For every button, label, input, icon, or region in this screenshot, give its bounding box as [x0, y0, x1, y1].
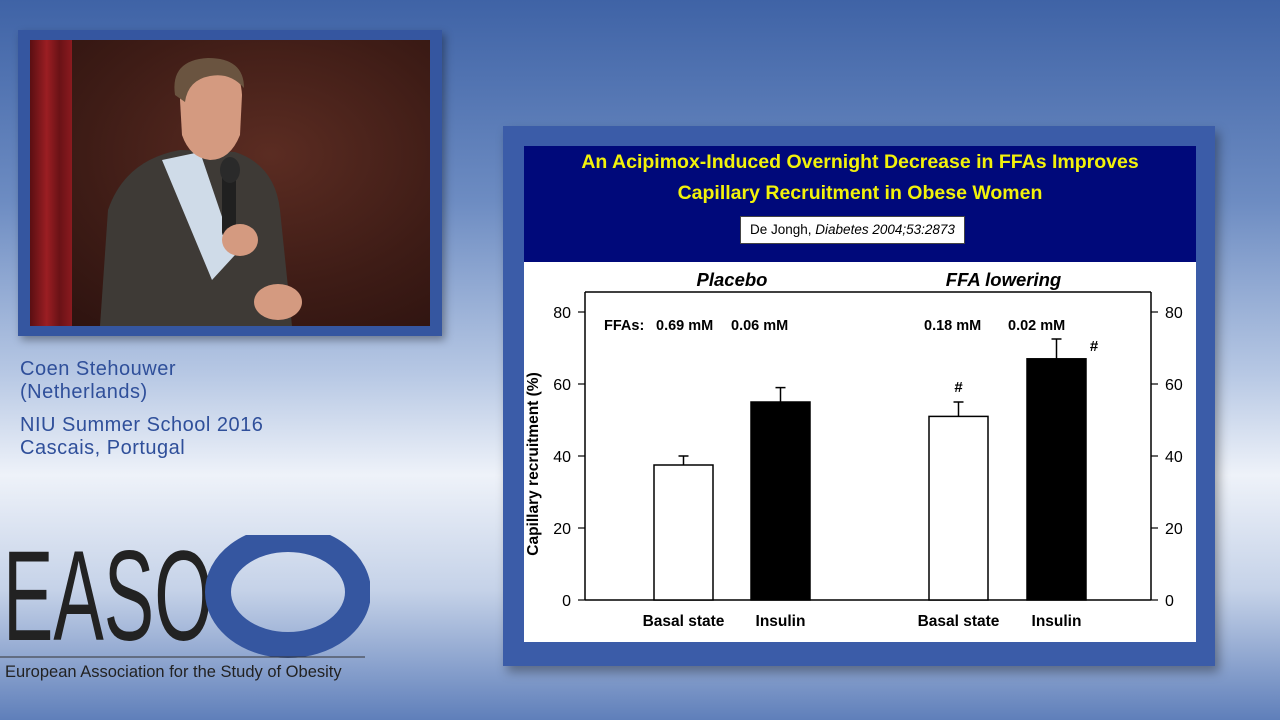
ffa-concentration-label: 0.02 mM — [1008, 318, 1065, 334]
bar — [750, 401, 811, 601]
capillary-recruitment-chart: 0 0 20 20 40 40 60 60 80 80 Capillary recruitment … — [525, 269, 1183, 630]
ffa-prefix: FFAs: — [604, 318, 644, 334]
y-tick-label-left: 60 — [553, 377, 571, 394]
bar — [1026, 358, 1087, 601]
stage-curtain — [30, 40, 72, 326]
slide-title-line1: An Acipimox-Induced Overnight Decrease i… — [581, 151, 1139, 173]
speaker-info: Coen Stehouwer (Netherlands) NIU Summer … — [20, 358, 263, 460]
easo-logo: EASO — [0, 535, 370, 668]
y-tick-label-left: 0 — [562, 593, 571, 610]
category-label: Basal state — [643, 613, 725, 630]
slide-title: An Acipimox-Induced Overnight Decrease i… — [524, 146, 1196, 209]
y-tick-label-left: 20 — [553, 521, 571, 538]
y-axis-label: Capillary recruitment (%) — [525, 372, 542, 555]
y-tick-label-right: 80 — [1165, 305, 1183, 322]
y-tick-label-right: 0 — [1165, 593, 1174, 610]
citation-author: De Jongh, — [750, 222, 816, 237]
slide: An Acipimox-Induced Overnight Decrease i… — [524, 146, 1196, 642]
easo-logo-letters: EASO — [3, 535, 213, 668]
group-label: Placebo — [697, 269, 768, 290]
speaker-name: Coen Stehouwer — [20, 358, 176, 380]
speaker-video-frame — [18, 30, 442, 336]
event-location: Cascais, Portugal — [20, 437, 186, 459]
speaker-video[interactable] — [30, 40, 430, 326]
speaker-figure — [100, 58, 302, 326]
group-label: FFA lowering — [946, 269, 1061, 290]
y-tick-label-right: 40 — [1165, 449, 1183, 466]
category-label: Basal state — [918, 613, 1000, 630]
speaker-country: (Netherlands) — [20, 381, 148, 403]
ffa-concentration-label: 0.18 mM — [924, 318, 981, 334]
slide-frame: An Acipimox-Induced Overnight Decrease i… — [503, 126, 1215, 666]
slide-title-line2: Capillary Recruitment in Obese Women — [677, 182, 1043, 204]
y-tick-label-right: 20 — [1165, 521, 1183, 538]
significance-marker: # — [1090, 338, 1099, 355]
easo-tagline: European Association for the Study of Ob… — [5, 663, 342, 681]
ffa-concentration-label: 0.69 mM — [656, 318, 713, 334]
ffa-concentration-label: 0.06 mM — [731, 318, 788, 334]
citation-journal: Diabetes 2004;53:2873 — [815, 222, 955, 237]
y-tick-label-left: 40 — [553, 449, 571, 466]
category-label: Insulin — [756, 613, 806, 630]
bar — [653, 464, 714, 601]
category-label: Insulin — [1032, 613, 1082, 630]
bar — [928, 415, 989, 601]
y-tick-label-left: 80 — [553, 305, 571, 322]
citation-box: De Jongh, Diabetes 2004;53:2873 — [740, 216, 965, 244]
significance-marker: # — [954, 379, 963, 396]
event-name: NIU Summer School 2016 — [20, 414, 264, 436]
slide-header: An Acipimox-Induced Overnight Decrease i… — [524, 146, 1196, 262]
y-tick-label-right: 60 — [1165, 377, 1183, 394]
